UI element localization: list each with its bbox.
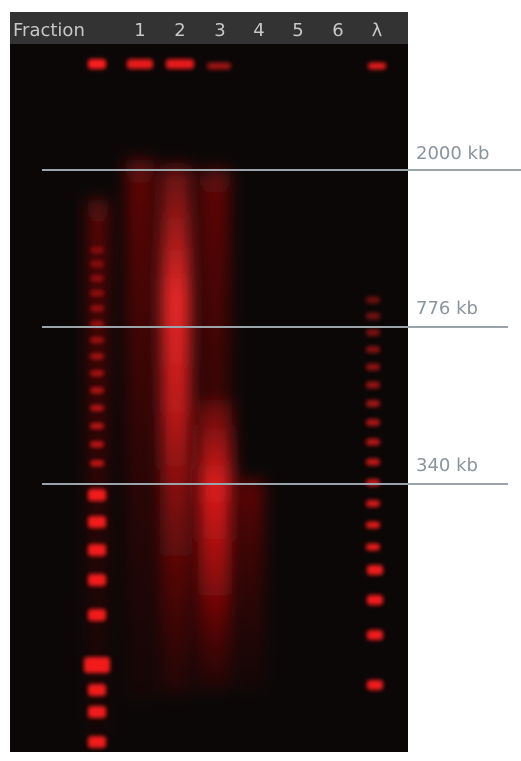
ladder-band <box>88 736 106 748</box>
smear <box>126 160 154 700</box>
lambda-band <box>366 458 380 466</box>
lambda-band <box>366 296 380 304</box>
ladder-band <box>90 387 104 394</box>
lane-label: 3 <box>214 20 225 41</box>
lambda-band <box>366 543 380 551</box>
size-marker-label: 340 kb <box>416 455 478 476</box>
size-marker-label: 776 kb <box>416 298 478 319</box>
size-marker-label: 2000 kb <box>416 143 489 164</box>
ladder-band <box>88 609 106 621</box>
ladder-band <box>90 290 104 297</box>
lambda-band <box>366 312 380 320</box>
smear <box>88 200 108 740</box>
ladder-band <box>90 423 104 429</box>
fraction-label: Fraction <box>13 20 85 41</box>
lane-label: 1 <box>134 20 145 41</box>
ladder-band <box>88 489 106 501</box>
lambda-band <box>367 630 383 640</box>
ladder-band <box>90 275 104 282</box>
lambda-band <box>366 363 380 371</box>
bands <box>84 59 386 748</box>
lambda-band <box>366 438 380 446</box>
smear <box>160 165 192 695</box>
header-bar <box>10 12 408 44</box>
ladder-band <box>90 247 104 253</box>
ladder-band <box>90 321 104 327</box>
ladder-band <box>90 460 104 467</box>
smear <box>198 400 232 690</box>
lane-label: λ <box>372 20 383 41</box>
lambda-band <box>366 346 380 353</box>
lambda-band <box>367 565 383 575</box>
ladder-band <box>90 441 104 448</box>
lambda-band <box>366 419 380 426</box>
lambda-band <box>367 680 383 690</box>
ladder-band <box>90 405 104 411</box>
well <box>127 59 153 69</box>
well <box>207 62 231 70</box>
ladder-band <box>88 706 106 718</box>
ladder-band <box>88 684 106 696</box>
ladder-band <box>90 370 104 377</box>
ladder-band <box>90 337 104 343</box>
ladder-band <box>84 657 110 673</box>
lambda-band <box>366 500 380 507</box>
lane-label: 2 <box>174 20 185 41</box>
ladder-band <box>88 544 106 556</box>
lambda-band <box>366 329 380 336</box>
ladder-band <box>88 516 106 528</box>
size-lines <box>42 169 521 485</box>
lane-label: 5 <box>292 20 303 41</box>
well <box>368 62 386 70</box>
smears <box>88 160 264 740</box>
ladder-band <box>90 261 104 267</box>
lambda-band <box>366 521 380 529</box>
ladder-band <box>88 574 106 586</box>
smear <box>238 480 264 690</box>
ladder-band <box>90 305 104 312</box>
well <box>88 59 106 69</box>
lane-label: 4 <box>253 20 264 41</box>
ladder-band <box>90 353 104 360</box>
lambda-band <box>366 400 380 407</box>
lane-label: 6 <box>332 20 343 41</box>
lambda-band <box>366 381 380 389</box>
well <box>166 59 194 69</box>
lambda-band <box>367 595 383 605</box>
